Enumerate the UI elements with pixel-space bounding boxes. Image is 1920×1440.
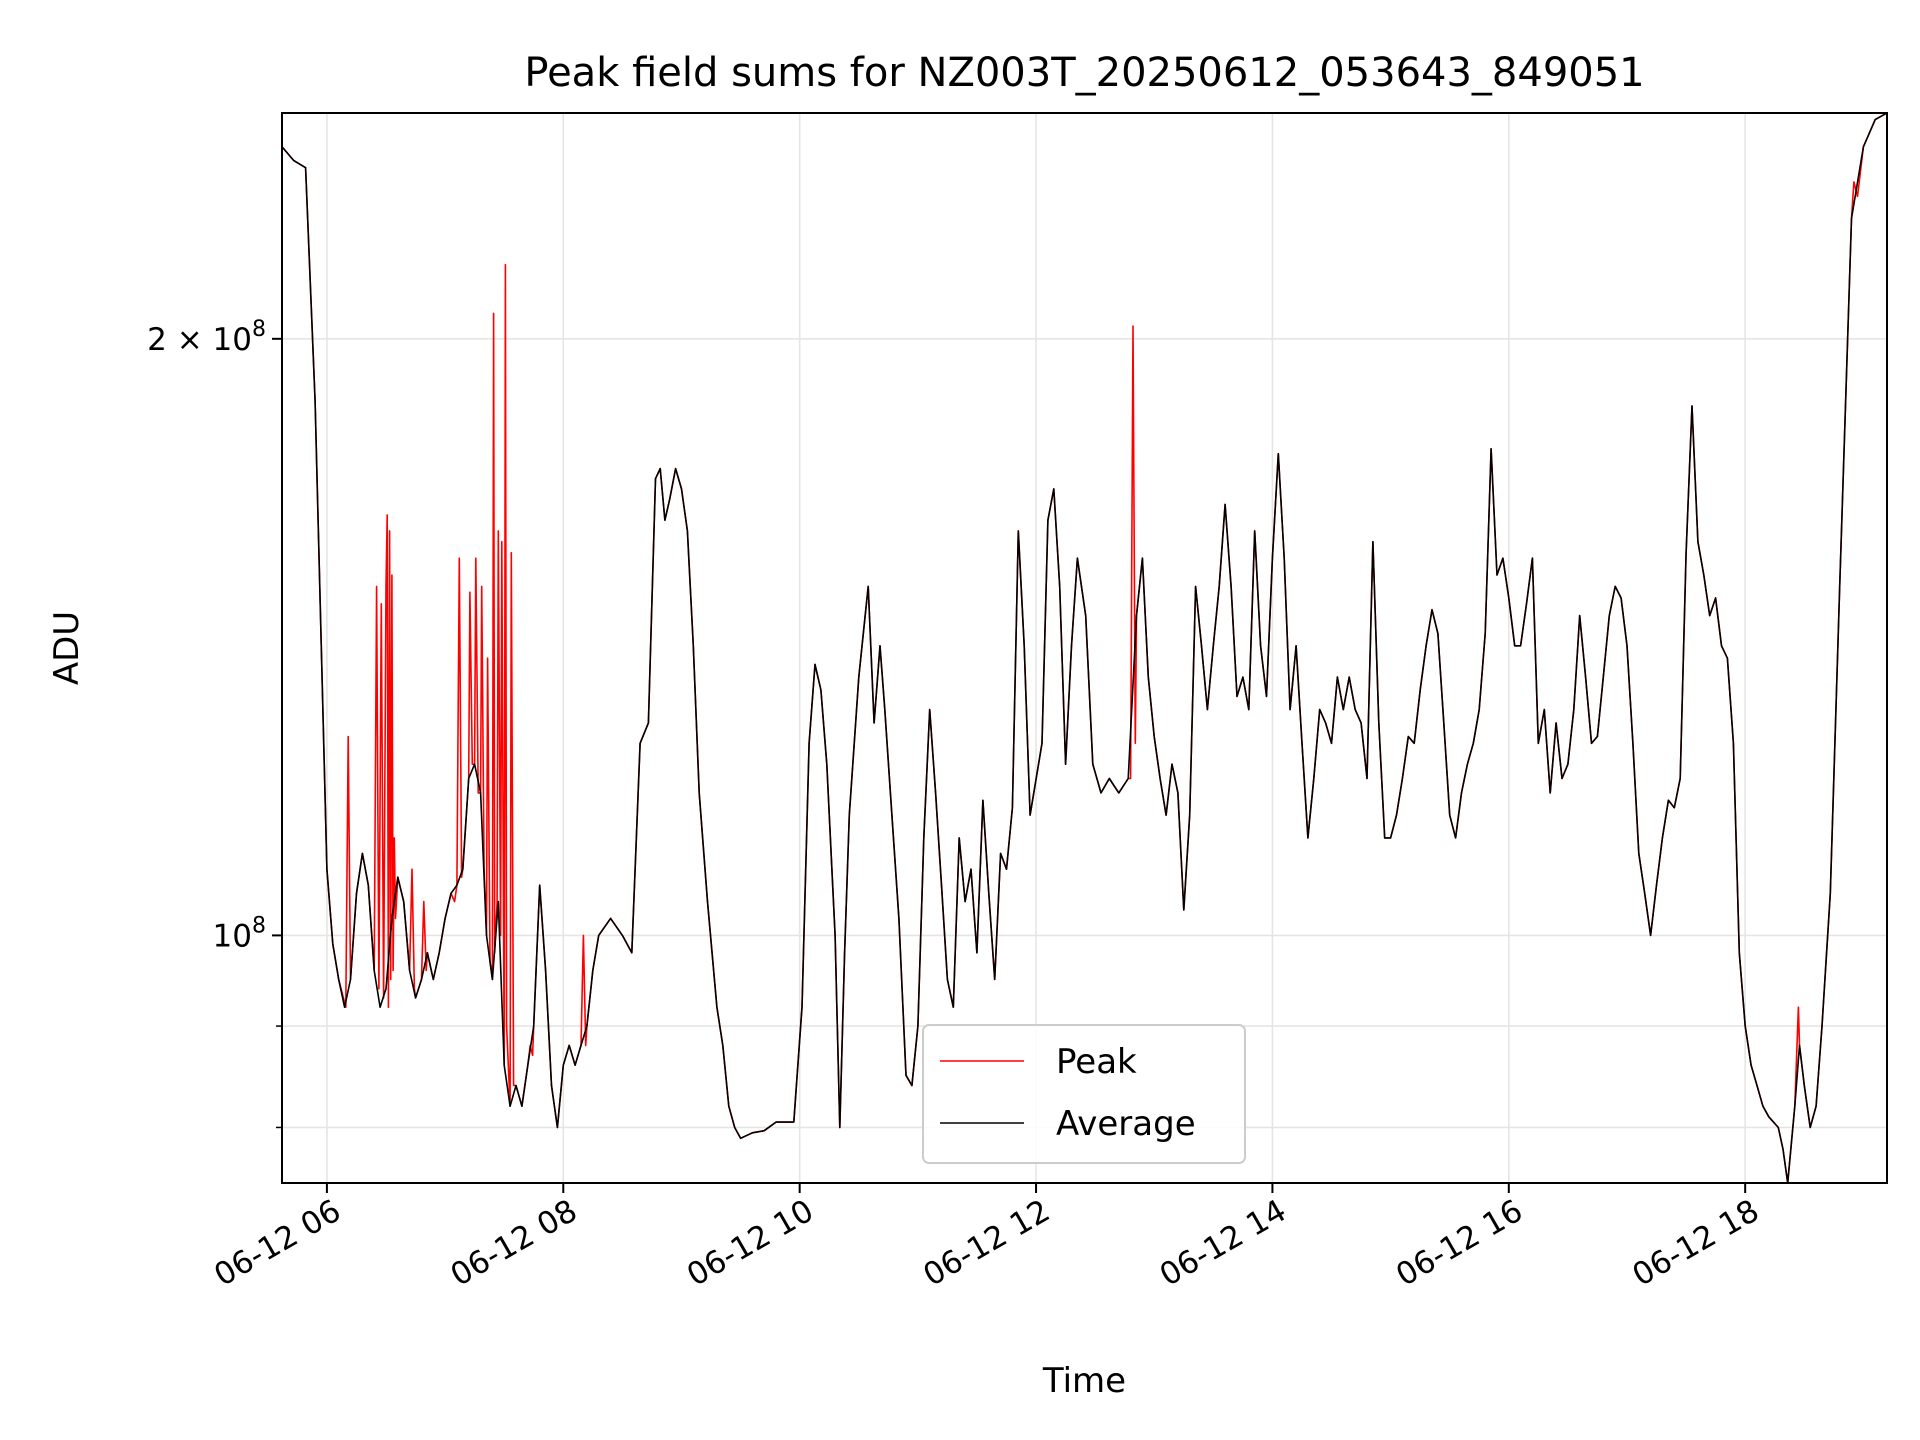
- y-tick-label: 2 × 108: [147, 317, 266, 358]
- legend-label-average: Average: [1056, 1104, 1196, 1144]
- chart-title: Peak field sums for NZ003T_20250612_0536…: [524, 50, 1644, 96]
- x-axis-title: Time: [1042, 1361, 1126, 1401]
- legend-label-peak: Peak: [1056, 1042, 1137, 1082]
- plot-frame: [281, 112, 1888, 1184]
- plot-series: [282, 113, 1887, 1183]
- y-tick-label: 108: [213, 913, 266, 954]
- y-axis-title: ADU: [47, 611, 87, 685]
- legend: Peak Average: [922, 1024, 1246, 1164]
- legend-box: [922, 1024, 1246, 1164]
- series-line-average: [282, 113, 1887, 1183]
